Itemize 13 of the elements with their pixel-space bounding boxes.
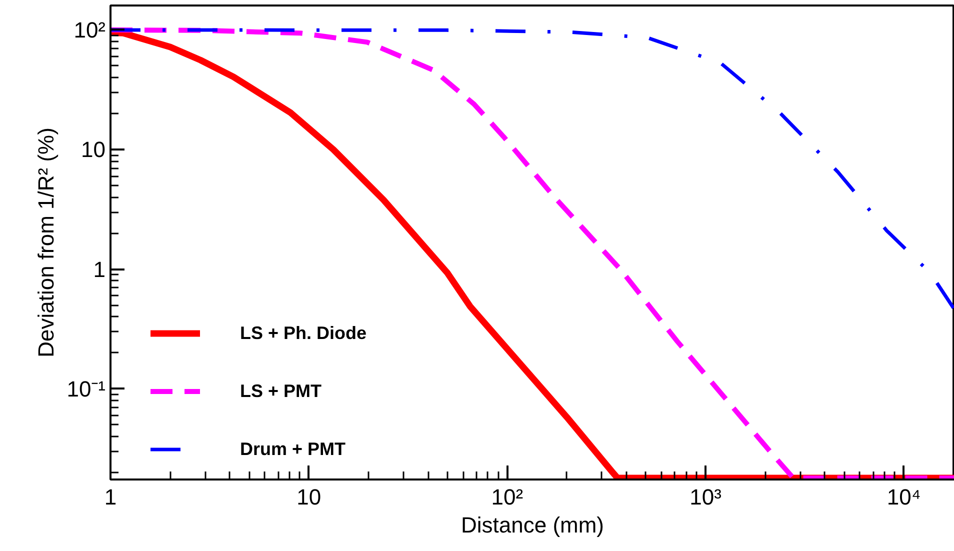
y-tick-label: 10⁻¹ <box>66 376 106 402</box>
y-axis-title: Deviation from 1/R² (%) <box>34 128 59 358</box>
legend-label: LS + Ph. Diode <box>240 322 367 344</box>
x-tick-label: 10⁴ <box>886 484 921 510</box>
legend-label: LS + PMT <box>240 380 322 402</box>
y-tick-label: 10 <box>81 137 106 162</box>
x-tick-label: 10³ <box>690 484 722 510</box>
x-axis-title: Distance (mm) <box>460 512 604 538</box>
x-tick-label: 10² <box>491 484 524 510</box>
x-tick-label: 10 <box>296 484 322 510</box>
y-tick-label: 10² <box>74 17 106 42</box>
y-tick-label: 1 <box>93 256 106 282</box>
legend-label: Drum + PMT <box>240 438 346 460</box>
